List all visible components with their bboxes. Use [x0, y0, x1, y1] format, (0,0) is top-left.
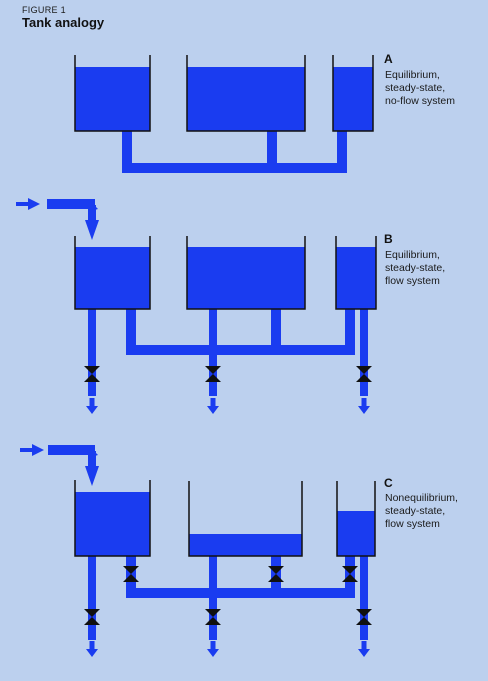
- panel-b-tank-1: [74, 236, 151, 310]
- panel-b-outflow-arrow-3: [358, 398, 370, 414]
- figure-title: Tank analogy: [22, 15, 105, 30]
- panel-b-tank-3: [335, 236, 377, 310]
- panel-a-description: Equilibrium, steady-state, no-flow syste…: [385, 69, 456, 107]
- panel-a-pipes: [122, 130, 347, 173]
- panel-a-tank-2: [186, 55, 306, 132]
- panel-b-tank-2: [186, 236, 306, 310]
- panel-a-tank-3: [332, 55, 374, 132]
- panel-b-pipes: [88, 308, 368, 396]
- panel-b-description: Equilibrium, steady-state, flow system: [385, 249, 446, 287]
- panel-b-diagram: [16, 198, 377, 414]
- panel-b-valve-1: [84, 366, 100, 382]
- panel-c-connector-valve-1: [123, 566, 139, 582]
- panel-a-tank-1: [74, 55, 151, 132]
- panel-b-outflow-arrow-2: [207, 398, 219, 414]
- panel-a-diagram: [74, 55, 374, 173]
- panel-c-outflow-arrow-2: [207, 641, 219, 657]
- panel-c-diagram: [20, 444, 376, 657]
- panel-c-tank-1: [74, 480, 151, 557]
- panel-b-inflow: [16, 198, 99, 240]
- panel-c-valve-1: [84, 609, 100, 625]
- panel-b-outflow-arrow-1: [86, 398, 98, 414]
- panel-c-description: Nonequilibrium, steady-state, flow syste…: [385, 492, 458, 530]
- panel-c-outflow-arrow-1: [86, 641, 98, 657]
- panel-b-valve-2: [205, 366, 221, 382]
- panel-c-connector-valve-2: [268, 566, 284, 582]
- panel-c-outflow-arrow-3: [358, 641, 370, 657]
- panel-c-letter: C: [384, 476, 393, 490]
- panel-b-letter: B: [384, 232, 393, 246]
- panel-a-letter: A: [384, 52, 393, 66]
- panel-c-inflow: [20, 444, 99, 486]
- panel-c-connector-valve-3: [342, 566, 358, 582]
- panel-c-valve-2: [205, 609, 221, 625]
- figure-label: FIGURE 1: [22, 5, 66, 15]
- panel-c-tank-3: [336, 481, 376, 557]
- panel-b-valve-3: [356, 366, 372, 382]
- panel-c-tank-2: [188, 481, 303, 557]
- panel-c-valve-3: [356, 609, 372, 625]
